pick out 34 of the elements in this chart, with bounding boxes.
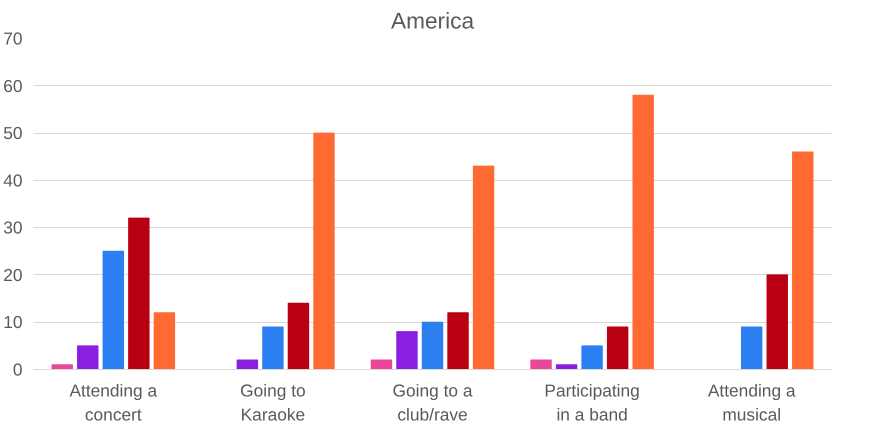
bar <box>472 166 494 370</box>
bar <box>154 312 176 370</box>
y-tick-label: 70 <box>3 28 23 48</box>
y-tick-label: 40 <box>3 170 23 190</box>
bar <box>370 360 392 370</box>
x-tick-label: Going to Karaoke <box>240 380 306 424</box>
bar <box>422 322 444 370</box>
bar <box>447 312 469 370</box>
bar <box>632 94 654 370</box>
bar <box>740 326 762 370</box>
y-tick-label: 20 <box>3 264 23 285</box>
x-tick-label: Participating in a band <box>544 380 640 424</box>
bar <box>236 360 258 370</box>
bar <box>581 345 603 370</box>
y-tick-label: 30 <box>3 218 23 238</box>
chart-title: America <box>390 8 474 34</box>
bar <box>766 274 788 370</box>
y-tick-label: 50 <box>3 123 23 144</box>
bar <box>313 132 335 370</box>
x-tick-label: Going to a club/rave <box>392 380 473 424</box>
bar <box>288 302 310 370</box>
bar <box>396 331 418 370</box>
bar <box>102 250 124 370</box>
bar <box>262 326 284 370</box>
y-tick-label: 60 <box>3 76 23 96</box>
y-tick-label: 10 <box>3 312 23 332</box>
bar <box>792 151 814 370</box>
bar <box>530 360 552 370</box>
y-tick-label: 0 <box>12 360 23 380</box>
bar <box>128 218 150 370</box>
x-tick-label: Attending a concert <box>69 380 158 424</box>
x-tick-label: Attending a musical <box>708 380 796 424</box>
bar <box>77 345 98 370</box>
bar <box>606 326 628 370</box>
